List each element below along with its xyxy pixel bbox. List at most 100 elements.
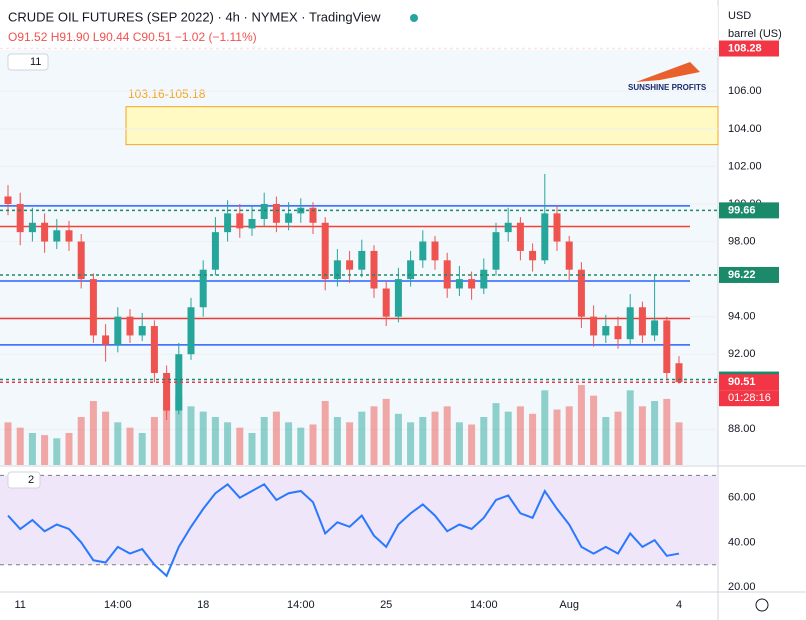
- candle-body: [358, 250, 366, 270]
- candle-body: [333, 260, 341, 280]
- candle-body: [455, 279, 463, 289]
- candle-body: [260, 203, 268, 220]
- volume-bar: [394, 413, 402, 465]
- x-tick-label: 14:00: [287, 599, 315, 611]
- candle-body: [272, 203, 280, 223]
- volume-bar: [248, 433, 256, 465]
- settings-icon[interactable]: [755, 598, 769, 612]
- candle-body: [236, 213, 244, 229]
- y-tick-label: 106.00: [728, 85, 762, 97]
- rsi-tick-label: 40.00: [728, 536, 756, 548]
- pane-count: 2: [28, 474, 34, 486]
- zone-label: 103.16-105.18: [128, 87, 206, 101]
- candle-body: [382, 288, 390, 317]
- candle-body: [394, 279, 402, 317]
- candle-body: [285, 213, 293, 223]
- y-tick-label: 88.00: [728, 423, 756, 435]
- zone: [125, 106, 719, 146]
- volume-bar: [565, 406, 573, 465]
- volume-bar: [675, 422, 683, 465]
- x-tick-label: 14:00: [470, 599, 498, 611]
- price-tag: 108.28: [728, 42, 762, 54]
- volume-bar: [614, 411, 622, 465]
- volume-bar: [492, 403, 500, 465]
- candle-body: [577, 269, 585, 317]
- candle-body: [480, 269, 488, 289]
- y-tick-label: 102.00: [728, 160, 762, 172]
- candle-body: [150, 326, 158, 373]
- candle-body: [248, 219, 256, 229]
- volume-bar: [53, 438, 61, 465]
- countdown: 01:28:16: [728, 392, 771, 404]
- indicator-count: 11: [30, 56, 41, 68]
- volume-bar: [89, 401, 97, 465]
- volume-bar: [126, 427, 134, 465]
- candle-body: [211, 232, 219, 270]
- y-tick-label: 94.00: [728, 311, 756, 323]
- candle-body: [77, 241, 85, 280]
- volume-bar: [4, 422, 12, 465]
- volume-bar: [199, 411, 207, 465]
- candle-body: [443, 260, 451, 289]
- candle-body: [114, 316, 122, 345]
- volume-bar: [590, 395, 598, 465]
- volume-bar: [577, 385, 585, 465]
- volume-bar: [102, 411, 110, 465]
- unit[interactable]: barrel (US): [728, 28, 782, 40]
- candle-body: [175, 354, 183, 411]
- indicator-toggle[interactable]: [7, 53, 49, 71]
- pane-toggle[interactable]: [7, 471, 41, 489]
- volume-bar: [16, 427, 24, 465]
- candle-body: [321, 222, 329, 280]
- candle-body: [602, 326, 610, 336]
- volume-bar: [187, 406, 195, 465]
- candle-body: [28, 222, 36, 233]
- price-tag-box: [719, 374, 779, 391]
- volume-bar: [297, 427, 305, 465]
- price-tag-box: [719, 266, 779, 283]
- candle-body: [187, 307, 195, 355]
- candle-body: [590, 316, 598, 336]
- volume-bar: [346, 422, 354, 465]
- price-tag: 90.51: [728, 376, 756, 388]
- rsi-tick-label: 60.00: [728, 492, 756, 504]
- candle-body: [163, 372, 171, 411]
- y-tick-label: 104.00: [728, 123, 762, 135]
- header-bg: [0, 6, 718, 50]
- logo: SUNSHINE PROFITS: [628, 83, 707, 92]
- volume-bar: [382, 398, 390, 465]
- currency[interactable]: USD: [728, 10, 751, 22]
- volume-bar: [150, 417, 158, 465]
- candle-body: [41, 222, 49, 242]
- price-tag: 96.22: [728, 269, 756, 281]
- candle-body: [663, 320, 671, 373]
- volume-bar: [419, 417, 427, 465]
- rsi-tick-label: 20.00: [728, 581, 756, 593]
- candle-body: [565, 241, 573, 270]
- volume-bar: [370, 406, 378, 465]
- volume-bar: [529, 413, 537, 465]
- logo-mark: [636, 62, 700, 82]
- volume-bar: [285, 422, 293, 465]
- volume-bar: [41, 435, 49, 465]
- candle-body: [407, 260, 415, 280]
- volume-bar: [480, 417, 488, 465]
- x-tick-label: 11: [14, 599, 25, 611]
- candle-body: [553, 213, 561, 242]
- volume-bar: [77, 417, 85, 465]
- candle-body: [126, 316, 134, 336]
- volume-bar: [407, 422, 415, 465]
- volume-bar: [651, 401, 659, 465]
- volume-bar: [602, 417, 610, 465]
- candle-body: [4, 196, 12, 204]
- chart-title: CRUDE OIL FUTURES (SEP 2022) · 4h · NYME…: [8, 9, 381, 24]
- volume-bar: [504, 411, 512, 465]
- volume-bar: [224, 422, 232, 465]
- x-tick-label: 25: [380, 599, 392, 611]
- price-tag-box: [719, 202, 779, 219]
- ohlc: O91.52 H91.90 L90.44 C90.51 −1.02 (−1.11…: [8, 30, 257, 44]
- volume-bar: [333, 417, 341, 465]
- volume-bar: [431, 411, 439, 465]
- volume-bar: [163, 390, 171, 465]
- volume-bar: [663, 398, 671, 465]
